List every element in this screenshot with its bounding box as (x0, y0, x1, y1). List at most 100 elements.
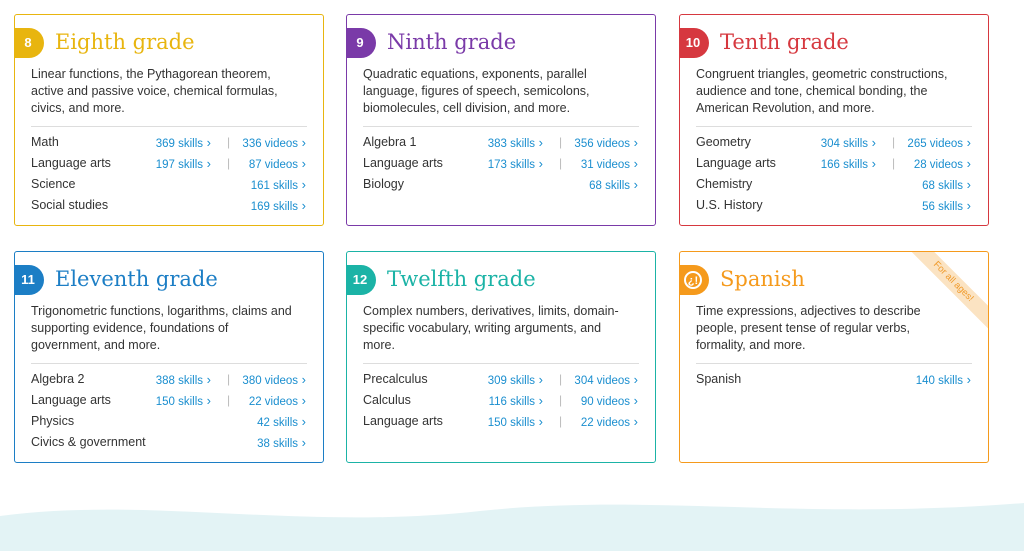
subject-name[interactable]: Geometry (696, 135, 751, 149)
skills-link[interactable]: 369 skills (156, 135, 211, 150)
age-ribbon: For all ages! (901, 252, 988, 334)
description-line: audience and tone, chemical bonding, the (696, 84, 928, 98)
subject-name[interactable]: Language arts (31, 393, 111, 407)
subject-name[interactable]: Math (31, 135, 59, 149)
subject-name[interactable]: Language arts (363, 156, 443, 170)
description-line: American Revolution, and more. (696, 101, 875, 115)
videos-link[interactable]: 90 videos (581, 393, 638, 408)
description-line: more. (363, 338, 395, 352)
grade-card: 9 Ninth grade Quadratic equations, exponen… (346, 14, 656, 226)
subject-name[interactable]: Physics (31, 414, 75, 428)
divider (31, 363, 307, 364)
separator: | (559, 135, 563, 149)
grade-card: 8 Eighth grade Linear functions, the Pytha… (14, 14, 324, 226)
description-line: formality, and more. (696, 338, 806, 352)
skills-link[interactable]: 304 skills (821, 135, 876, 150)
skills-link[interactable]: 197 skills (156, 156, 211, 171)
subject-name[interactable]: Precalculus (363, 372, 428, 386)
subject-name[interactable]: Language arts (31, 156, 111, 170)
divider (363, 126, 639, 127)
grade-title[interactable]: Twelfth grade (387, 267, 536, 291)
skills-link[interactable]: 38 skills (257, 435, 306, 450)
skills-link[interactable]: 42 skills (257, 414, 306, 429)
videos-link[interactable]: 265 videos (907, 135, 971, 150)
divider (363, 363, 639, 364)
videos-link[interactable]: 336 videos (242, 135, 306, 150)
divider (696, 126, 972, 127)
subject-name[interactable]: Civics & government (31, 435, 146, 449)
separator: | (227, 372, 231, 386)
description-line: Congruent triangles, geometric construct… (696, 67, 948, 81)
subject-name[interactable]: Algebra 2 (31, 372, 85, 386)
grade-badge: 8 (15, 28, 44, 58)
skills-link[interactable]: 169 skills (251, 198, 306, 213)
separator: | (227, 393, 231, 407)
grade-badge: 11 (15, 265, 44, 295)
skills-link[interactable]: 388 skills (156, 372, 211, 387)
description-line: Quadratic equations, exponents, parallel (363, 67, 587, 81)
svg-text:¿!: ¿! (688, 275, 698, 287)
subject-name[interactable]: Language arts (696, 156, 776, 170)
videos-link[interactable]: 356 videos (574, 135, 638, 150)
skills-link[interactable]: 161 skills (251, 177, 306, 192)
subject-name[interactable]: Chemistry (696, 177, 753, 191)
separator: | (559, 156, 563, 170)
grade-title[interactable]: Tenth grade (720, 30, 849, 54)
grade-title[interactable]: Eighth grade (55, 30, 195, 54)
description-line: Time expressions, adjectives to describe (696, 304, 921, 318)
grade-title[interactable]: Eleventh grade (55, 267, 218, 291)
videos-link[interactable]: 304 videos (574, 372, 638, 387)
description-line: Linear functions, the Pythagorean theore… (31, 67, 271, 81)
grade-badge: 12 (347, 265, 376, 295)
videos-link[interactable]: 31 videos (581, 156, 638, 171)
subject-name[interactable]: Social studies (31, 198, 109, 212)
wave-background (0, 503, 1024, 551)
subject-name[interactable]: U.S. History (696, 198, 763, 212)
description-line: Trigonometric functions, logarithms, cla… (31, 304, 292, 318)
grade-card: 11 Eleventh grade Trigonometric functions,… (14, 251, 324, 463)
skills-link[interactable]: 140 skills (916, 372, 971, 387)
subject-name[interactable]: Language arts (363, 414, 443, 428)
skills-link[interactable]: 56 skills (922, 198, 971, 213)
divider (696, 363, 972, 364)
separator: | (227, 135, 231, 149)
videos-link[interactable]: 22 videos (581, 414, 638, 429)
description-line: Complex numbers, derivatives, limits, do… (363, 304, 619, 318)
skills-link[interactable]: 150 skills (156, 393, 211, 408)
skills-link[interactable]: 150 skills (488, 414, 543, 429)
subject-name[interactable]: Calculus (363, 393, 411, 407)
separator: | (559, 372, 563, 386)
skills-link[interactable]: 166 skills (821, 156, 876, 171)
grade-title[interactable]: Spanish (720, 267, 805, 291)
skills-link[interactable]: 68 skills (589, 177, 638, 192)
videos-link[interactable]: 87 videos (249, 156, 306, 171)
description-line: active and passive voice, chemical formu… (31, 84, 278, 98)
subject-name[interactable]: Algebra 1 (363, 135, 417, 149)
subject-name[interactable]: Biology (363, 177, 404, 191)
separator: | (892, 135, 896, 149)
skills-link[interactable]: 383 skills (488, 135, 543, 150)
videos-link[interactable]: 28 videos (914, 156, 971, 171)
subject-name[interactable]: Spanish (696, 372, 742, 386)
grade-card: ¿! Spanish For all ages! Time expressions, … (679, 251, 989, 463)
separator: | (227, 156, 231, 170)
grade-badge: 9 (347, 28, 376, 58)
separator: | (559, 414, 563, 428)
description-line: civics, and more. (31, 101, 125, 115)
spanish-icon: ¿! (680, 265, 709, 295)
skills-link[interactable]: 68 skills (922, 177, 971, 192)
videos-link[interactable]: 380 videos (242, 372, 306, 387)
grade-title[interactable]: Ninth grade (387, 30, 517, 54)
separator: | (892, 156, 896, 170)
description-line: government, and more. (31, 338, 161, 352)
skills-link[interactable]: 116 skills (489, 393, 543, 408)
skills-link[interactable]: 173 skills (488, 156, 543, 171)
description-line: supporting evidence, foundations of (31, 321, 229, 335)
description-line: biomolecules, cell division, and more. (363, 101, 571, 115)
skills-link[interactable]: 309 skills (488, 372, 543, 387)
description-line: people, present tense of regular verbs, (696, 321, 911, 335)
subject-name[interactable]: Science (31, 177, 76, 191)
separator: | (559, 393, 563, 407)
videos-link[interactable]: 22 videos (249, 393, 306, 408)
